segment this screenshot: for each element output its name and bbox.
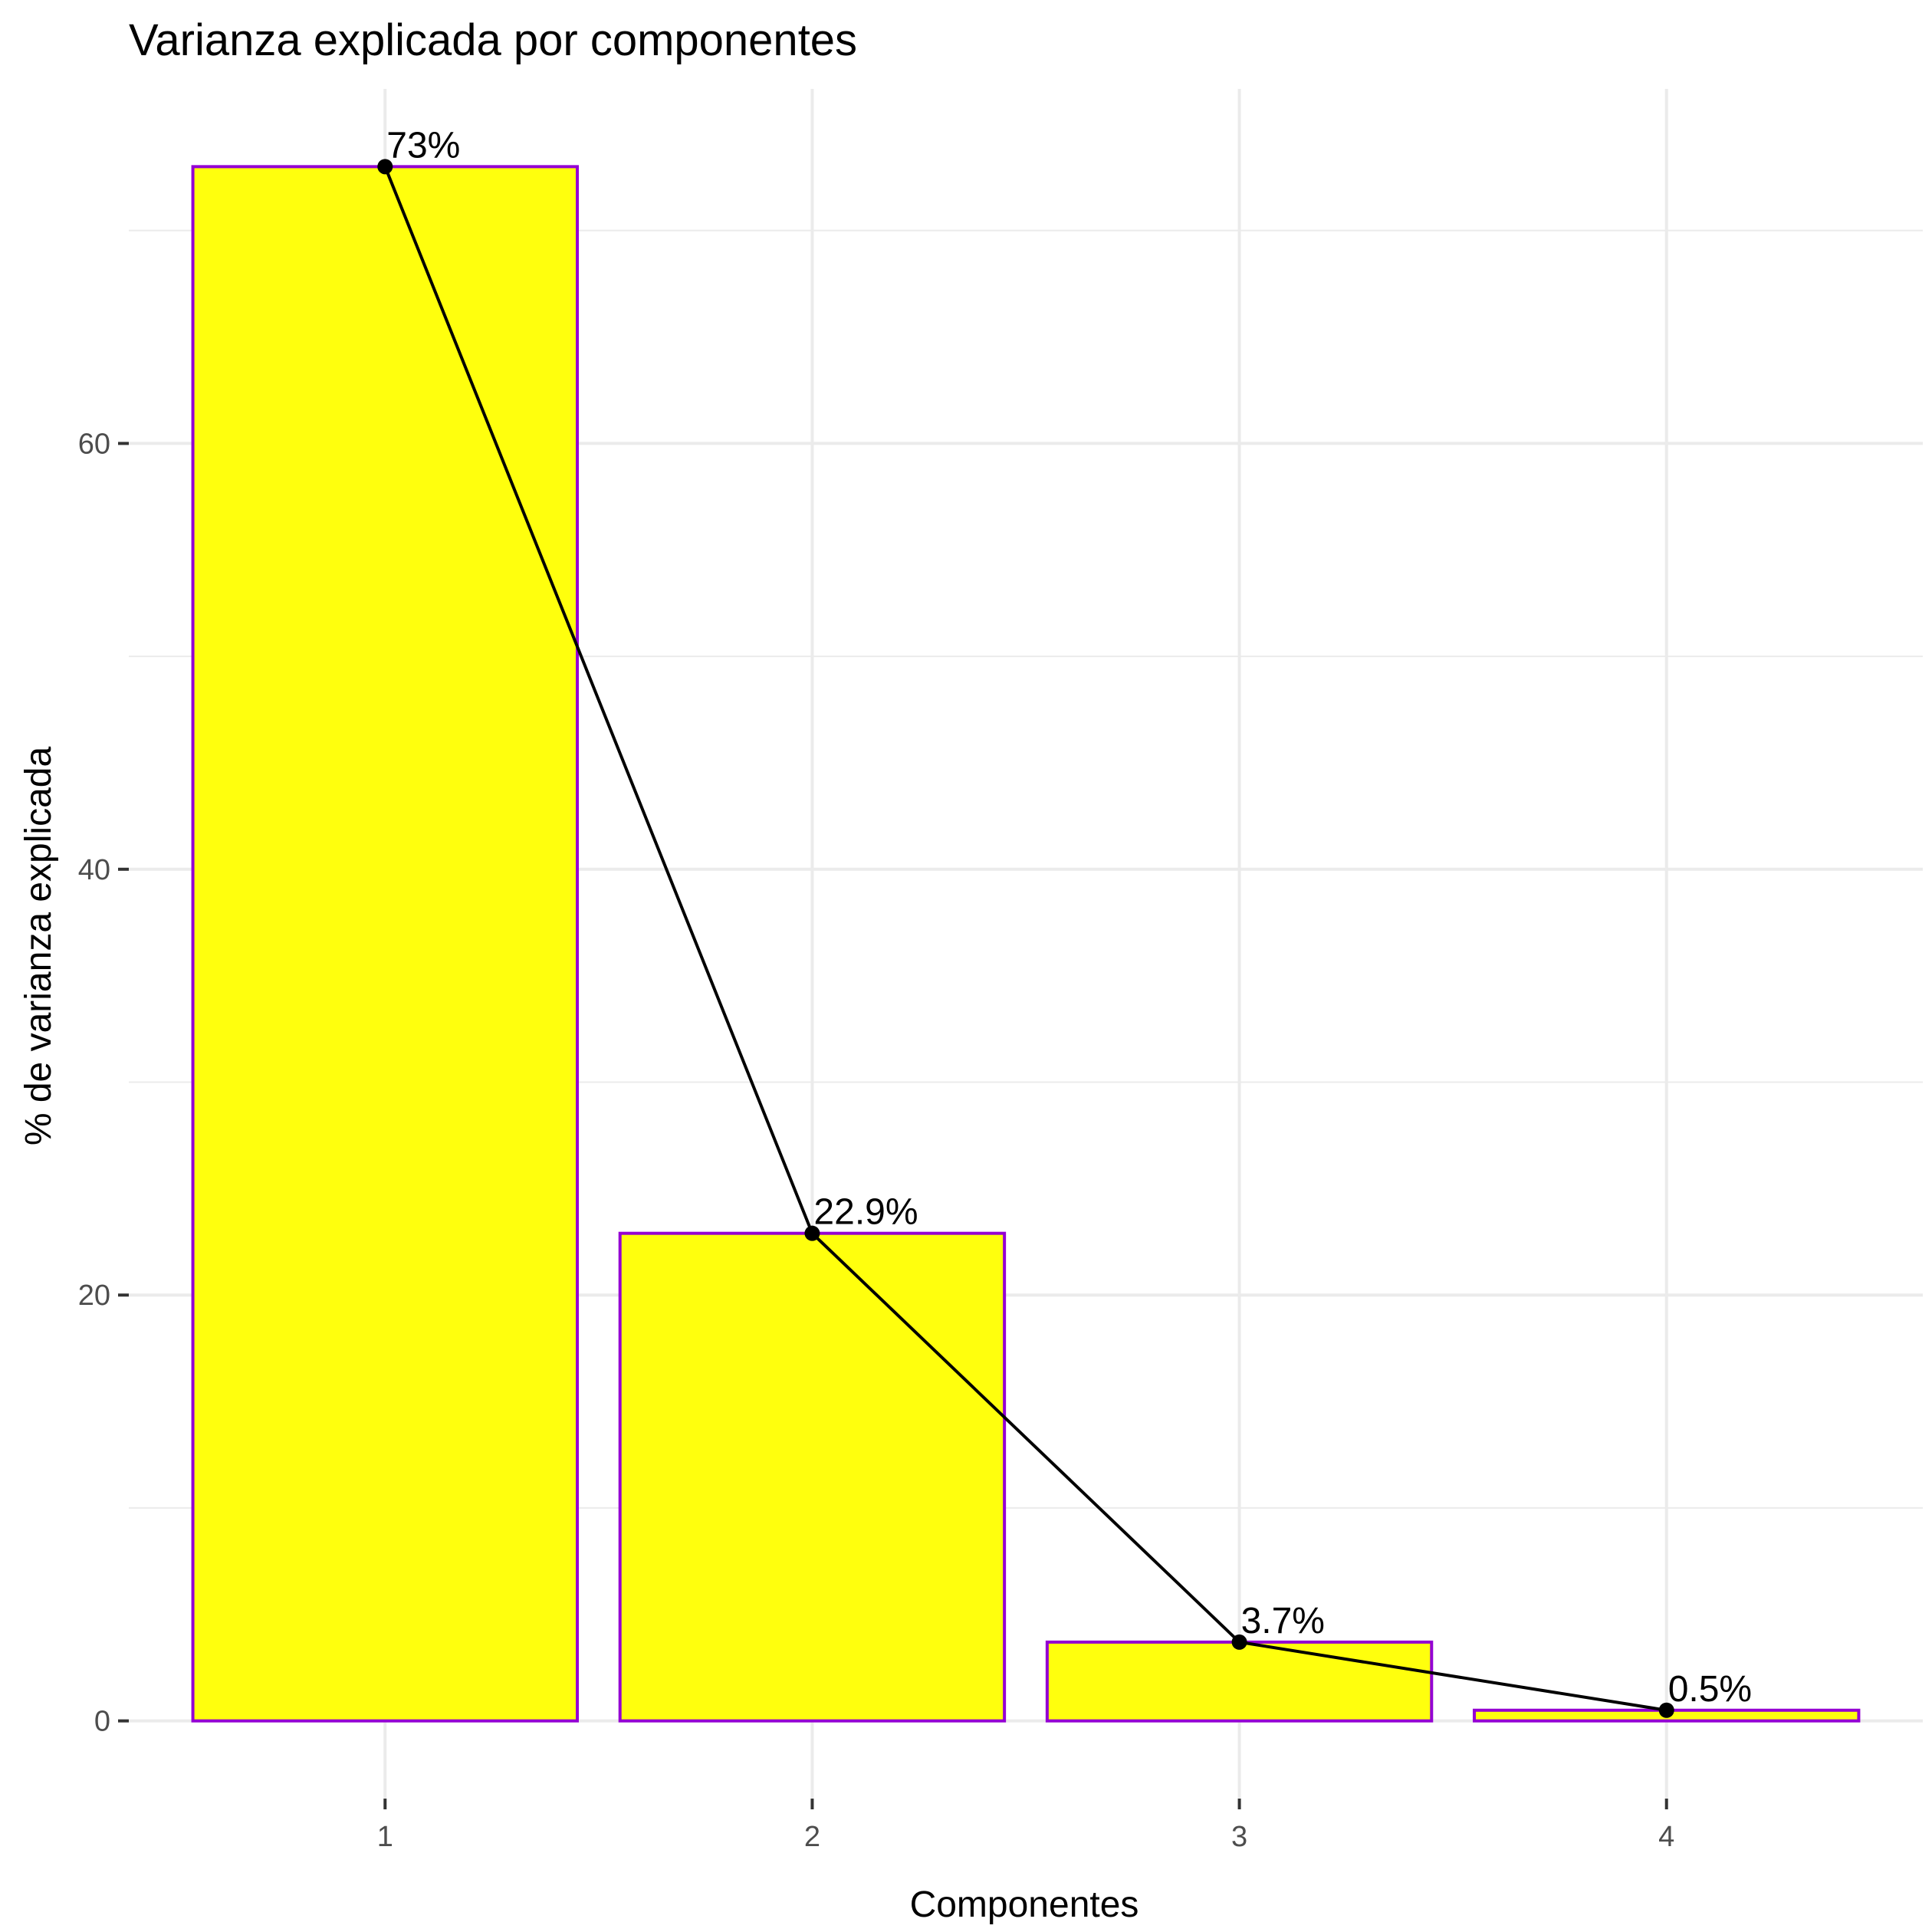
x-tick-label: 4 xyxy=(1658,1821,1674,1853)
x-tick-label: 1 xyxy=(377,1821,393,1853)
axes: 0 20 40 60 1 2 3 4 xyxy=(78,428,1675,1853)
data-label-2: 22.9% xyxy=(813,1192,918,1233)
y-tick-label: 20 xyxy=(78,1280,110,1312)
y-axis-title: % de varianza explicada xyxy=(18,747,59,1146)
x-tick-label: 3 xyxy=(1231,1821,1247,1853)
y-tick-label: 60 xyxy=(78,428,110,460)
data-label-4: 0.5% xyxy=(1668,1669,1752,1710)
data-labels: 73% 22.9% 3.7% 0.5% xyxy=(386,125,1752,1709)
point-1 xyxy=(377,159,393,175)
series-line xyxy=(383,166,1668,1712)
point-3 xyxy=(1231,1634,1247,1650)
chart-title: Varianza explicada por componentes xyxy=(129,15,857,65)
bar-3 xyxy=(1045,1640,1434,1723)
bar-2 xyxy=(618,1231,1007,1723)
y-tick-label: 40 xyxy=(78,854,110,886)
point-2 xyxy=(804,1225,820,1241)
bars xyxy=(191,165,1861,1723)
x-axis-title: Componentes xyxy=(910,1884,1139,1925)
data-label-1: 73% xyxy=(386,125,460,166)
bar-1 xyxy=(191,165,579,1723)
x-tick-label: 2 xyxy=(804,1821,820,1853)
data-label-3: 3.7% xyxy=(1241,1601,1325,1641)
y-tick-label: 0 xyxy=(94,1706,110,1738)
line-overlay xyxy=(377,159,1674,1718)
point-4 xyxy=(1658,1702,1674,1718)
